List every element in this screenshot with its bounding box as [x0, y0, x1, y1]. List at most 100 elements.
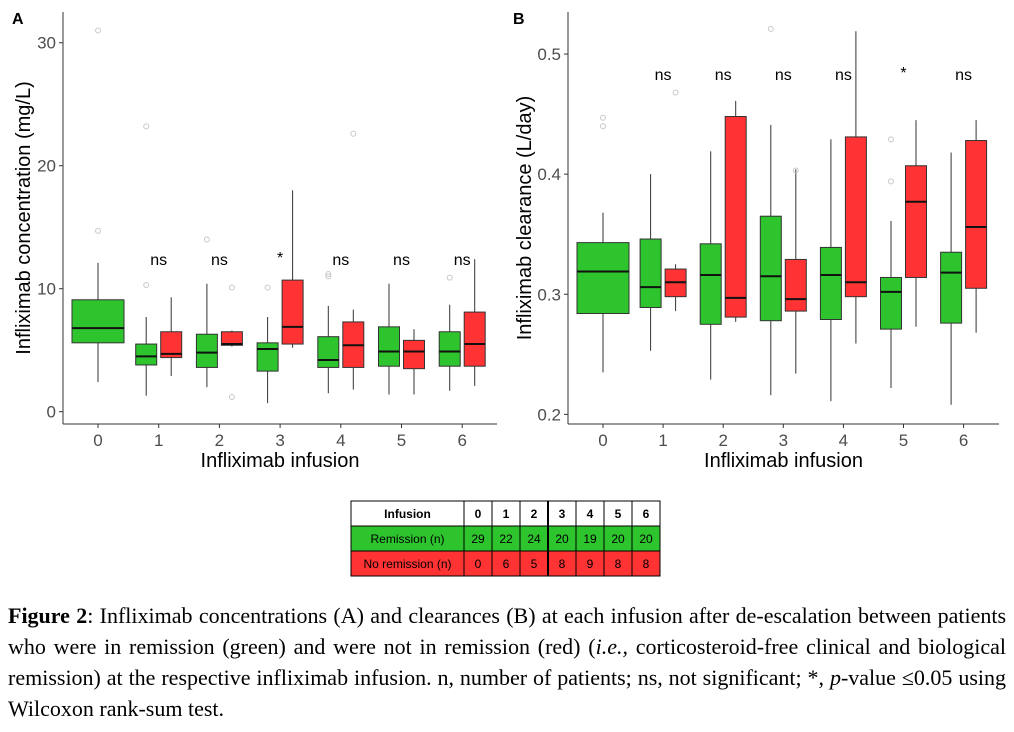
y-axis-title: Infliximab clearance (L/day) — [514, 96, 536, 341]
table-header-cell: 4 — [587, 507, 594, 521]
panel-label: A — [12, 11, 24, 28]
box-remission — [317, 336, 340, 368]
x-tick-label: 2 — [718, 431, 727, 450]
table-cell: 20 — [639, 532, 653, 546]
x-tick-label: 4 — [839, 431, 848, 450]
outlier-point — [888, 136, 894, 143]
outlier-point — [600, 123, 606, 130]
outlier-point — [264, 284, 271, 291]
box-no-remission — [220, 331, 243, 346]
box-remission — [195, 333, 218, 368]
x-tick-label: 3 — [779, 431, 788, 450]
box-remission — [699, 243, 722, 325]
table-cell: No remission (n) — [363, 557, 451, 571]
box-remission — [759, 215, 782, 322]
x-tick-label: 2 — [215, 431, 224, 450]
box-remission — [880, 276, 902, 330]
x-axis-title: Infliximab infusion — [704, 450, 863, 472]
caption-p: p — [829, 665, 841, 690]
table-header-cell: 5 — [615, 507, 622, 521]
table-cell: 8 — [559, 557, 566, 571]
box-remission — [71, 299, 125, 344]
x-tick-label: 5 — [397, 431, 406, 450]
table-cell: 5 — [531, 557, 538, 571]
y-tick-label: 0.3 — [537, 285, 561, 304]
box-remission — [639, 238, 662, 308]
box-no-remission — [281, 279, 304, 345]
box-remission — [438, 331, 461, 367]
table-cell: 9 — [587, 557, 594, 571]
table-cell: 8 — [643, 557, 650, 571]
x-tick-label: 0 — [93, 431, 102, 450]
table-row — [351, 551, 660, 576]
significance-label: ns — [211, 252, 228, 269]
x-tick-label: 5 — [899, 431, 908, 450]
y-tick-label: 0.5 — [537, 45, 561, 64]
table-cell: 6 — [503, 557, 510, 571]
significance-label: * — [277, 250, 283, 267]
outlier-point — [350, 130, 357, 137]
significance-label: ns — [835, 67, 852, 84]
significance-label: * — [900, 65, 906, 82]
significance-label: ns — [454, 252, 471, 269]
outlier-point — [228, 393, 235, 400]
outlier-point — [446, 274, 453, 281]
table-header-cell: 2 — [531, 507, 538, 521]
box-remission — [135, 343, 158, 366]
x-tick-label: 1 — [658, 431, 667, 450]
table-cell: 0 — [475, 557, 482, 571]
y-axis-title: Infliximab concentration (mg/L) — [13, 81, 35, 354]
box-no-remission — [160, 331, 183, 359]
x-tick-label: 1 — [154, 431, 163, 450]
y-tick-label: 30 — [37, 34, 56, 53]
outlier-point — [228, 284, 235, 291]
outlier-point — [325, 270, 332, 277]
caption-text-2: corticosteroid-free clinical and biologi… — [8, 634, 1007, 690]
table-cell: 29 — [471, 532, 485, 546]
caption-figure-label: Figure 2 — [8, 603, 88, 628]
box-no-remission — [784, 258, 807, 312]
outlier-point — [672, 89, 679, 96]
x-tick-label: 6 — [457, 431, 466, 450]
box-no-remission — [905, 165, 927, 278]
y-tick-label: 0 — [47, 403, 56, 422]
box-remission — [576, 242, 630, 314]
outlier-point — [325, 273, 332, 280]
table-row — [351, 526, 660, 551]
table-cell: 24 — [527, 532, 541, 546]
table-header-row — [351, 501, 660, 526]
outlier-point — [767, 25, 774, 32]
caption-text-1: : Infliximab concentrations (A) and clea… — [8, 603, 1007, 659]
box-remission — [256, 342, 279, 372]
table-cell-border — [631, 550, 661, 577]
table-header-cell: 6 — [643, 507, 650, 521]
y-tick-label: 0.2 — [537, 405, 561, 424]
table-header-cell: 0 — [475, 507, 482, 521]
y-tick-label: 10 — [37, 280, 56, 299]
caption-text-3: -value ≤0.05 using Wilcoxon rank-sum tes… — [8, 665, 1006, 721]
x-tick-label: 0 — [598, 431, 607, 450]
box-remission — [378, 326, 400, 367]
caption-ie: i.e., — [595, 634, 628, 659]
table-cell: 19 — [583, 532, 597, 546]
outlier-point — [600, 114, 606, 121]
outlier-point — [792, 167, 799, 174]
table-header-cell: 1 — [503, 507, 510, 521]
significance-label: ns — [655, 67, 672, 84]
outlier-point — [888, 178, 894, 185]
significance-label: ns — [715, 67, 732, 84]
box-no-remission — [965, 140, 988, 289]
x-tick-label: 4 — [336, 431, 345, 450]
significance-label: ns — [393, 252, 410, 269]
table-header-cell: Infusion — [384, 507, 431, 521]
x-axis-title: Infliximab infusion — [201, 450, 360, 472]
box-remission — [819, 246, 842, 320]
table-cell: Remission (n) — [370, 532, 444, 546]
outlier-point — [95, 27, 101, 34]
y-tick-label: 20 — [37, 157, 56, 176]
outlier-point — [143, 282, 150, 289]
significance-label: ns — [150, 252, 167, 269]
figure-caption: Figure 2: Infliximab concentrations (A) … — [8, 600, 1006, 724]
box-remission — [940, 251, 963, 324]
